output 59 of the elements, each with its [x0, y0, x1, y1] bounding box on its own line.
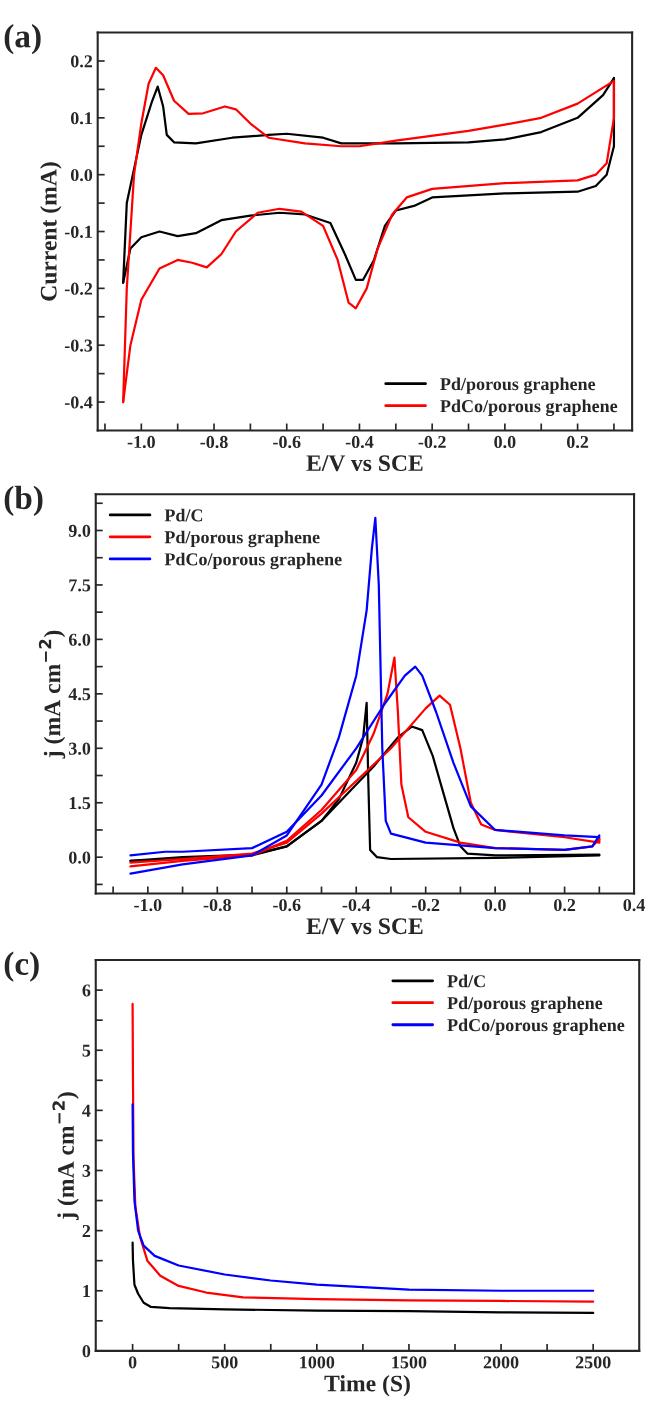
x-tick-label: 0.2	[554, 898, 576, 912]
y-tick-label: 0	[82, 1345, 91, 1358]
x-tick-label: -1.0	[127, 435, 155, 449]
x-tick-label: 500	[211, 1356, 238, 1369]
y-tick-label: 4.5	[68, 688, 91, 701]
y-tick-label: 4	[82, 1104, 91, 1117]
legend-label: Pd/C	[447, 974, 485, 988]
legend-label: Pd/porous graphene	[440, 377, 596, 394]
y-tick-label: -0.2	[64, 282, 93, 295]
y-axis-title: Current (mA)	[40, 162, 62, 301]
x-tick-label: -0.4	[345, 435, 374, 449]
text: (a)	[4, 24, 41, 55]
x-tick-label: -0.2	[418, 435, 446, 449]
x-axis-title: E/V vs SCE	[306, 455, 423, 472]
x-tick-label: 0.0	[484, 898, 506, 912]
y-tick-label: 7.5	[69, 579, 91, 592]
y-axis-title: j (mA cm$^{−2}$)	[52, 1092, 79, 1220]
y-tick-label: -0.4	[64, 396, 93, 409]
y-tick-label: -0.3	[64, 339, 93, 352]
y-tick-label: 3	[82, 1164, 91, 1177]
x-tick-label: -1.0	[134, 898, 162, 912]
y-tick-label: 3.0	[69, 742, 91, 755]
legend-label: PdCo/porous graphene	[447, 1018, 625, 1036]
y-tick-label: -0.1	[64, 225, 92, 239]
y-tick-label: 2	[82, 1224, 91, 1237]
legend-label: Pd/C	[164, 508, 203, 522]
x-tick-label: -0.4	[342, 898, 371, 912]
legend-label: Pd/porous graphene	[447, 996, 603, 1014]
x-tick-label: 2500	[575, 1356, 611, 1369]
x-tick-label: 0.0	[494, 435, 516, 449]
y-tick-label: 0.2	[70, 55, 93, 68]
x-tick-label: 2000	[483, 1356, 519, 1369]
x-tick-label: 0	[128, 1356, 137, 1369]
y-tick-label: 6	[82, 984, 91, 997]
legend-label: PdCo/porous graphene	[440, 399, 618, 417]
x-tick-label: 1500	[392, 1356, 427, 1369]
y-tick-label: 0.1	[70, 112, 92, 125]
y-tick-label: 5	[82, 1044, 91, 1057]
y-tick-label: 0.0	[69, 851, 91, 864]
y-axis-title: j (mA cm$^{−2}$)	[38, 630, 66, 759]
y-tick-label: 1.5	[69, 797, 91, 810]
legend-label: Pd/porous graphene	[164, 530, 320, 548]
x-tick-label: 0.4	[623, 898, 646, 912]
text: (b)	[4, 485, 43, 516]
x-axis-title: Time (S)	[324, 1374, 410, 1397]
y-tick-label: 9.0	[68, 524, 91, 538]
x-tick-label: 0.2	[566, 435, 589, 449]
x-tick-label: -0.2	[412, 898, 440, 912]
legend-label: PdCo/porous graphene	[164, 552, 342, 570]
x-axis-title: E/V vs SCE	[306, 918, 423, 935]
x-tick-label: -0.6	[273, 898, 301, 912]
text: (c)	[4, 951, 39, 982]
x-tick-label: 1000	[300, 1356, 335, 1369]
x-tick-label: -0.6	[273, 435, 301, 449]
x-tick-label: -0.8	[203, 898, 231, 912]
y-tick-label: 0.0	[70, 168, 93, 182]
y-tick-label: 6.0	[68, 633, 91, 646]
y-tick-label: 1	[83, 1285, 90, 1297]
x-tick-label: -0.8	[200, 435, 228, 449]
